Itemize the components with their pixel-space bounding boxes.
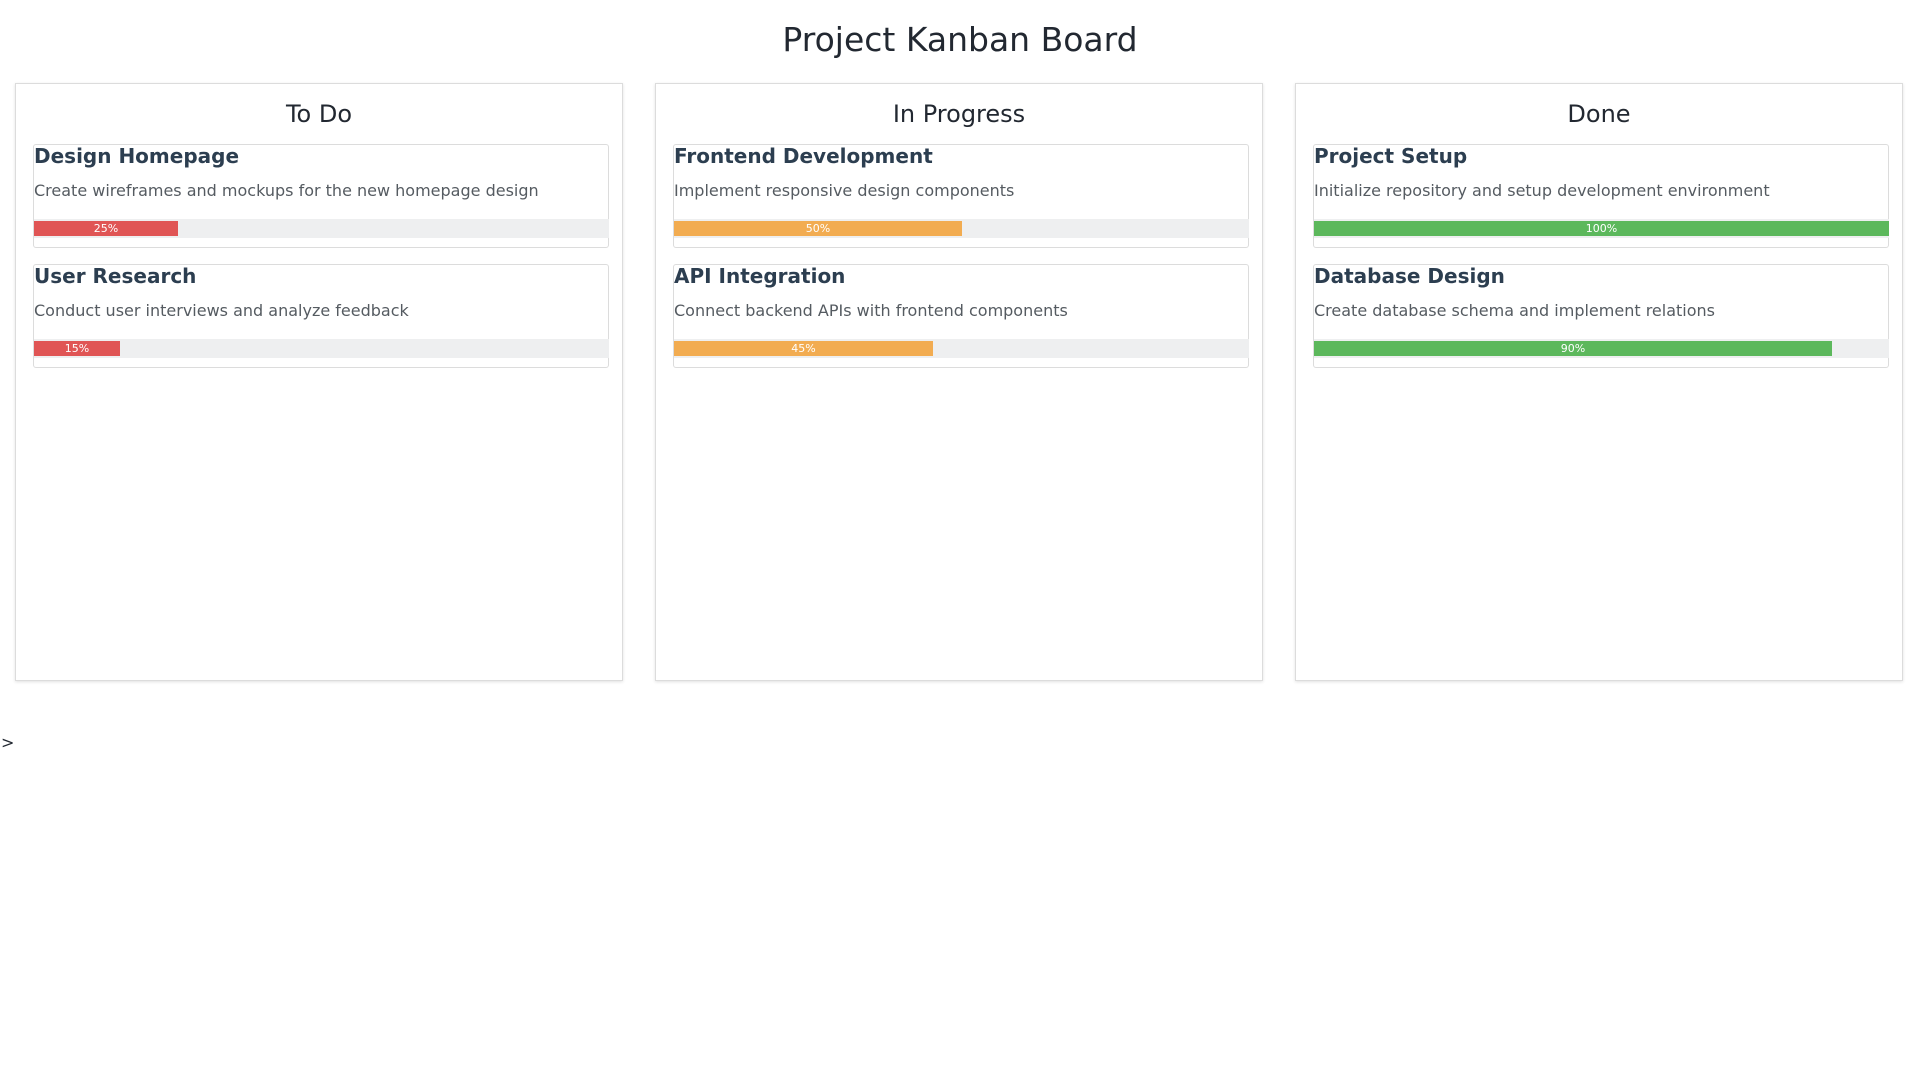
task-card[interactable]: API Integration Connect backend APIs wit… [673,264,1249,368]
progress-bar: 45% [674,339,1249,358]
task-card[interactable]: Frontend Development Implement responsiv… [673,144,1249,248]
progress-fill [674,341,933,356]
task-card[interactable]: User Research Conduct user interviews an… [33,264,609,368]
task-card[interactable]: Design Homepage Create wireframes and mo… [33,144,609,248]
card-title: Project Setup [1314,144,1468,168]
progress-label: 90% [1560,342,1586,355]
column-todo: To Do Design Homepage Create wireframes … [15,83,623,681]
progress-bar: 25% [34,219,609,238]
card-list: Design Homepage Create wireframes and mo… [33,144,609,384]
card-description: Implement responsive design components [674,181,1015,200]
card-description: Conduct user interviews and analyze feed… [34,301,409,320]
task-card[interactable]: Project Setup Initialize repository and … [1313,144,1889,248]
progress-fill [674,221,962,236]
card-list: Project Setup Initialize repository and … [1313,144,1889,384]
progress-bar: 15% [34,339,609,358]
progress-label: 45% [791,342,816,355]
card-description: Create database schema and implement rel… [1314,301,1716,320]
card-description: Create wireframes and mockups for the ne… [34,181,539,200]
page-title: Project Kanban Board [782,20,1138,59]
column-title: To Do [285,100,353,128]
progress-label: 50% [805,222,831,235]
card-description: Connect backend APIs with frontend compo… [674,301,1068,320]
progress-bar: 100% [1314,219,1889,238]
progress-label: 15% [64,342,90,355]
progress-label: 25% [93,222,119,235]
progress-fill [34,341,120,356]
card-title: API Integration [674,264,846,288]
column-in-progress: In Progress Frontend Development Impleme… [655,83,1263,681]
card-title: Database Design [1314,264,1505,288]
card-title: Design Homepage [34,144,240,168]
progress-label: 100% [1585,222,1618,235]
progress-fill [1314,221,1889,236]
progress-bar: 50% [674,219,1249,238]
column-title: Done [1567,100,1631,128]
column-done: Done Project Setup Initialize repository… [1295,83,1903,681]
prompt-text: > [1,733,15,752]
progress-bar: 90% [1314,339,1889,358]
card-title: Frontend Development [674,144,933,168]
card-list: Frontend Development Implement responsiv… [673,144,1249,384]
progress-fill [34,221,178,236]
progress-fill [1314,341,1832,356]
task-card[interactable]: Database Design Create database schema a… [1313,264,1889,368]
card-description: Initialize repository and setup developm… [1314,181,1770,200]
column-title: In Progress [892,100,1026,128]
card-title: User Research [34,264,197,288]
